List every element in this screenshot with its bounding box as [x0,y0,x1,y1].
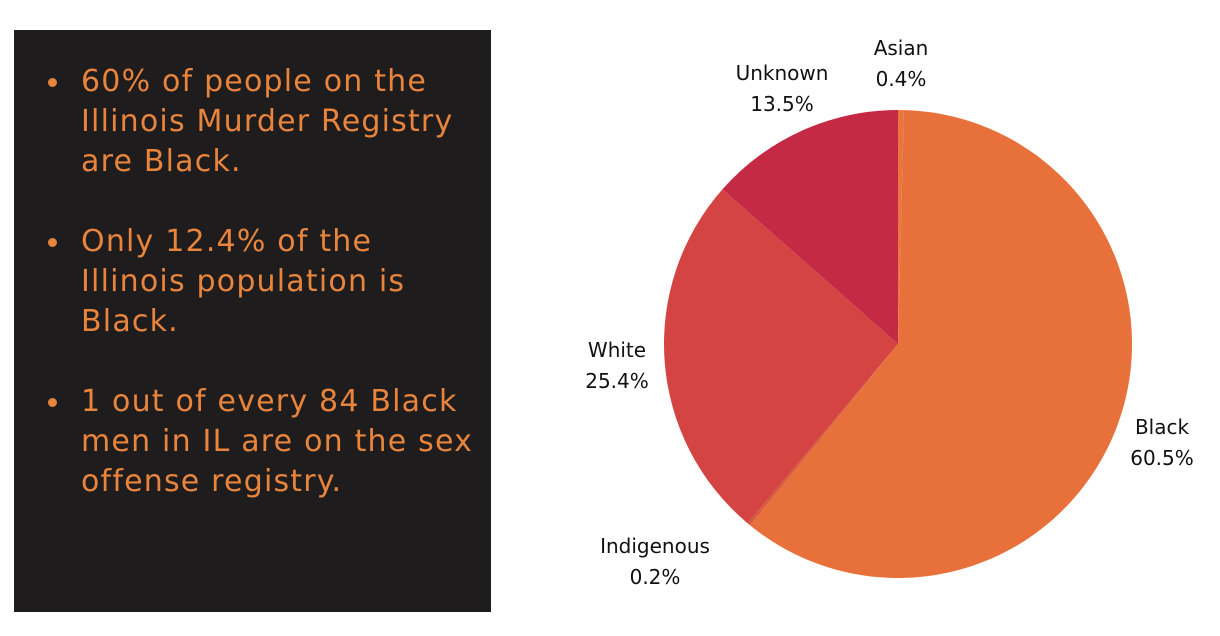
bullet-dot-icon [48,238,57,247]
bullet-item: 60% of people on the Illinois Murder Reg… [14,62,481,182]
slice-label-unknown: Unknown [736,61,829,85]
bullet-dot-icon [48,78,57,87]
slice-label-white: White [588,338,646,362]
slice-label-indigenous: Indigenous [600,534,710,558]
slice-value-unknown: 13.5% [750,92,814,116]
bullet-text: 1 out of every 84 Black men in IL are on… [81,384,474,499]
pie-slice-unknown [722,110,898,344]
pie-slices [663,109,1133,578]
text-panel: 60% of people on the Illinois Murder Reg… [14,30,491,612]
slice-label-asian: Asian [874,36,929,60]
bullet-text: 60% of people on the Illinois Murder Reg… [81,64,454,179]
pie-slice-white [663,189,898,524]
bullet-dot-icon [48,398,57,407]
pie-chart: Asian 0.4% Black 60.5% Indigenous 0.2% White 25… [585,36,1194,589]
pie-slice-black [749,110,1133,578]
bullet-item: 1 out of every 84 Black men in IL are on… [14,382,481,502]
slice-label-black: Black [1135,415,1190,439]
pie-slice-indigenous [747,344,898,526]
pie-labels: Asian 0.4% Black 60.5% Indigenous 0.2% White 25… [585,36,1194,589]
bullet-list: 60% of people on the Illinois Murder Reg… [14,62,491,542]
slice-value-white: 25.4% [585,369,649,393]
slice-value-indigenous: 0.2% [630,565,681,589]
bullet-text: Only 12.4% of the Illinois population is… [81,224,406,339]
pie-slice-asian [898,109,904,345]
slice-value-black: 60.5% [1130,446,1194,470]
bullet-item: Only 12.4% of the Illinois population is… [14,222,481,342]
slice-value-asian: 0.4% [876,67,927,91]
